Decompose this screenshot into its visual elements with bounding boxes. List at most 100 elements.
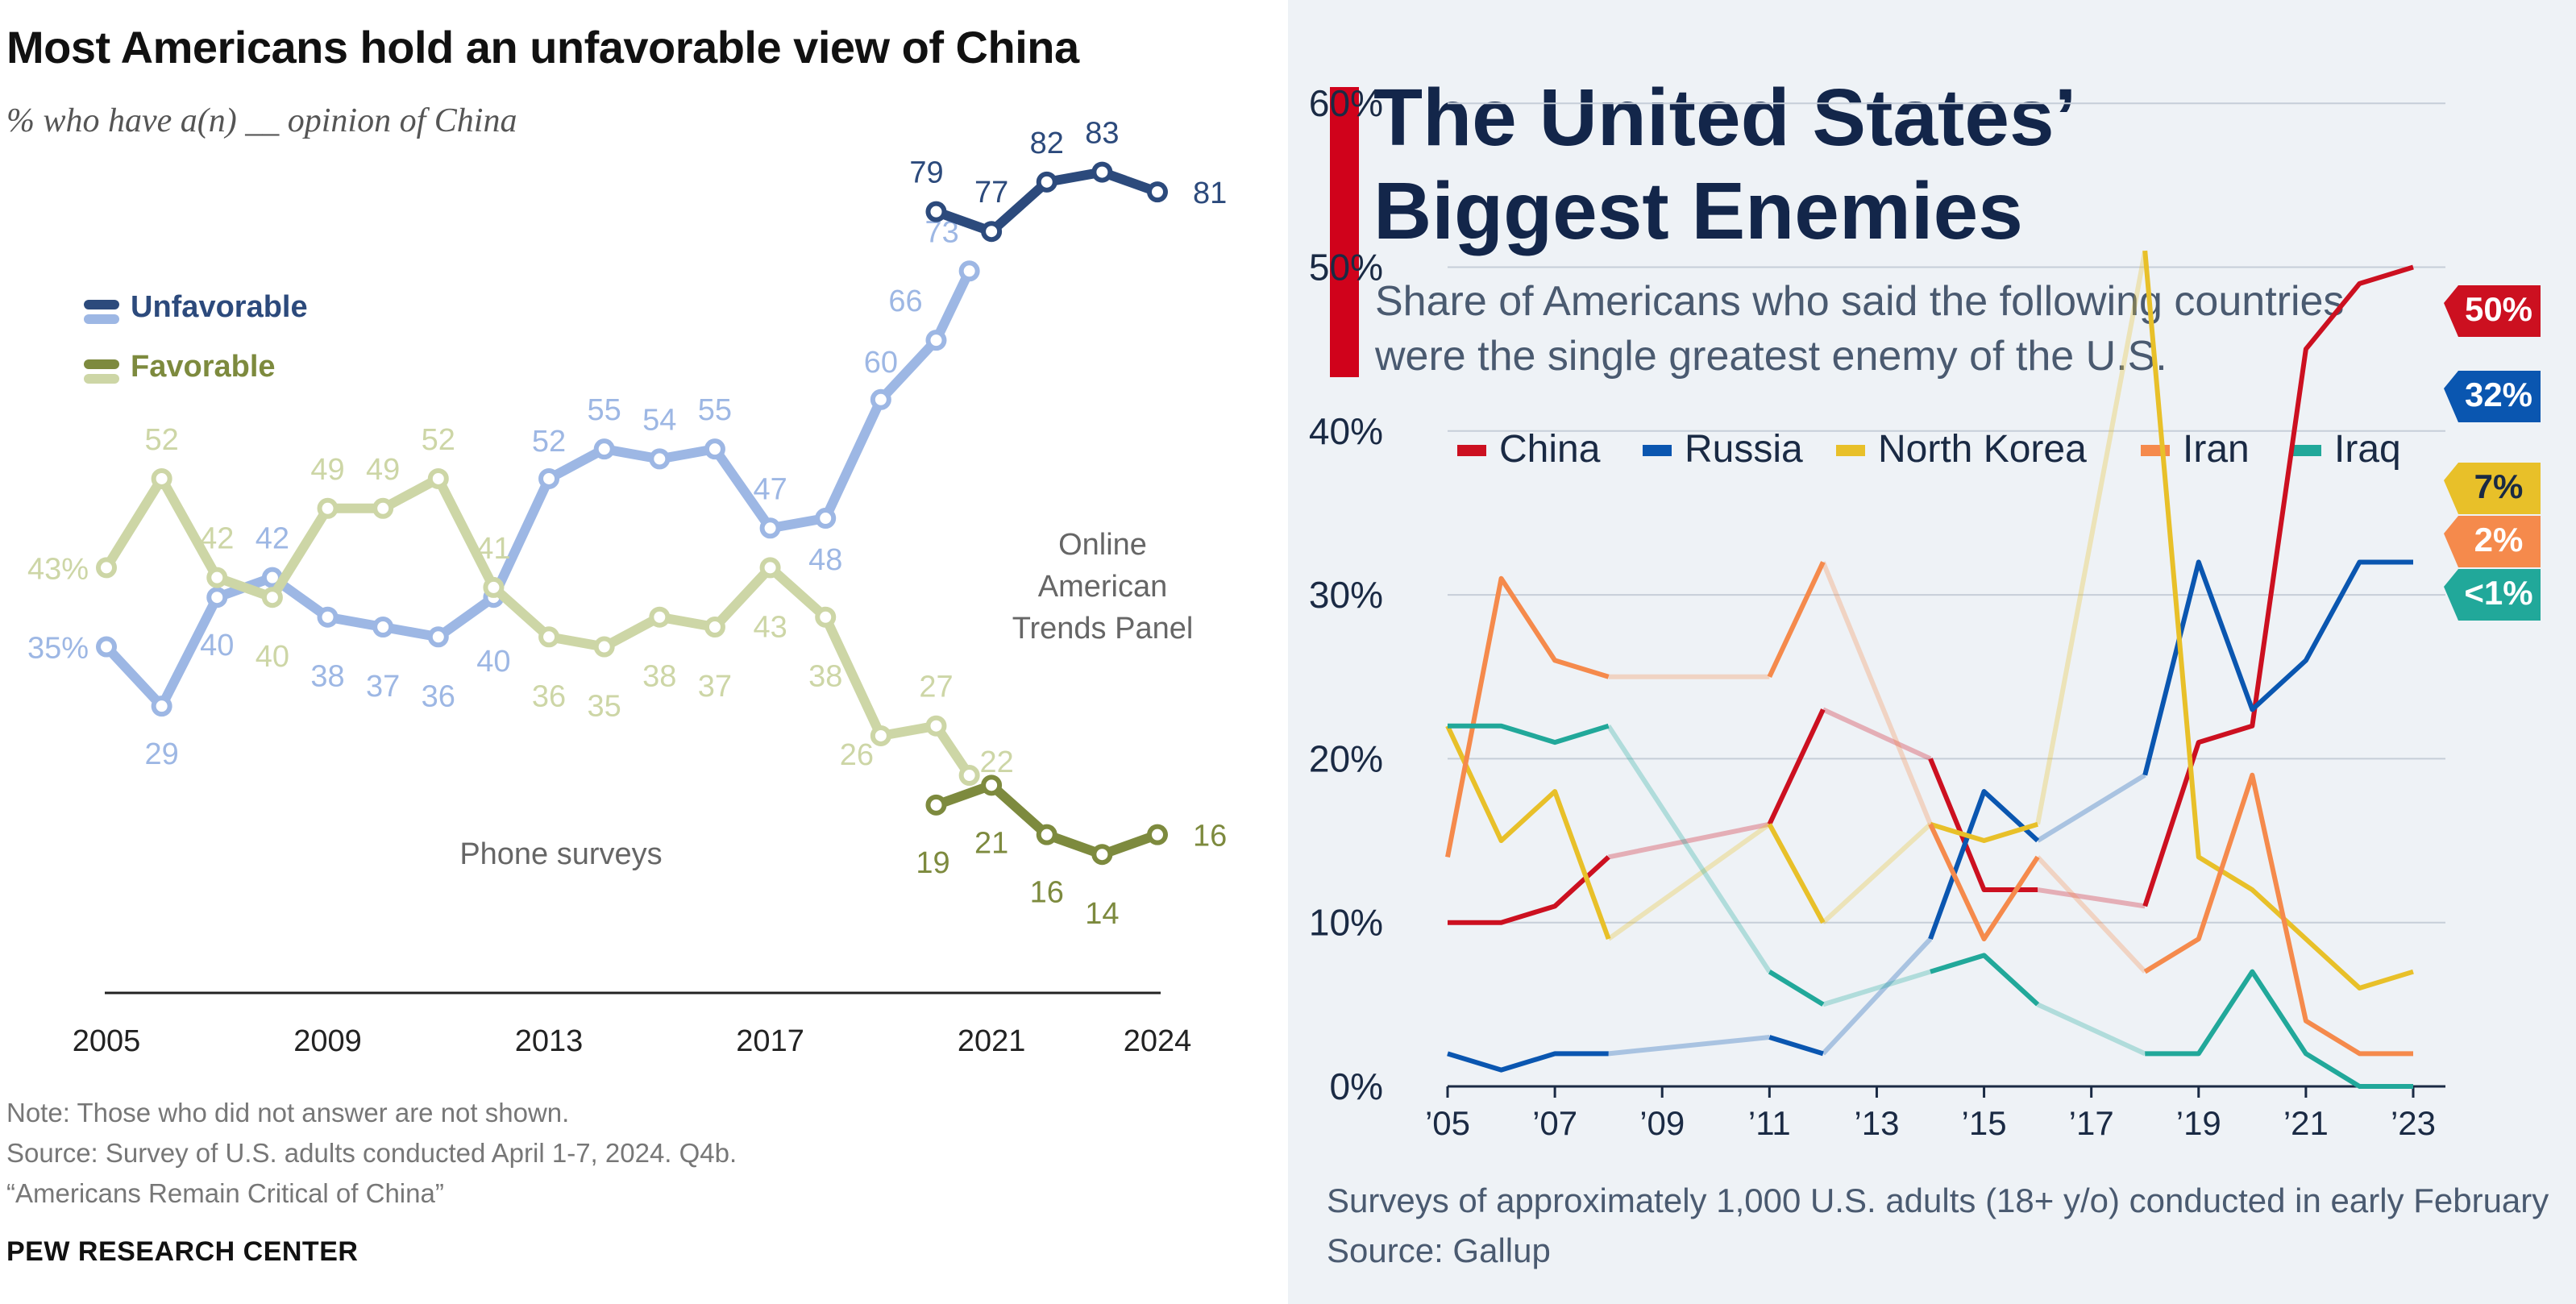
legend-iran-label: Iran xyxy=(2183,428,2250,471)
y-tick-label-0: 0% xyxy=(1330,1065,1383,1107)
y-tick-label-30: 30% xyxy=(1309,574,1383,616)
series-line-russia-0 xyxy=(1447,1051,1609,1073)
series-line-north-korea-1 xyxy=(1606,822,1772,941)
data-label-unfavorable-phone-8: 52 xyxy=(532,425,566,459)
annotation-online-1: Online xyxy=(1058,528,1147,562)
data-point-favorable-online-4 xyxy=(1147,824,1168,845)
data-label-unfavorable-phone-14: 60 xyxy=(864,346,898,380)
series-line-north-korea-0 xyxy=(1445,725,1611,941)
data-point-unfavorable-phone-0 xyxy=(96,636,117,658)
data-label-favorable-phone-12: 43 xyxy=(753,610,787,644)
left-note: Note: Those who did not answer are not s… xyxy=(6,1098,570,1128)
right-source: Source: Gallup xyxy=(1327,1231,1551,1269)
series-line-favorable-phone xyxy=(102,473,974,781)
series-line-iraq-5 xyxy=(2036,1002,2146,1057)
end-label-badge-iraq xyxy=(2444,569,2541,621)
data-point-favorable-phone-5 xyxy=(372,497,394,519)
x-tick-label-8: ’21 xyxy=(2283,1104,2329,1142)
data-label-unfavorable-phone-7: 40 xyxy=(476,645,510,679)
data-label-unfavorable-phone-9: 55 xyxy=(588,393,621,427)
data-label-favorable-phone-3: 40 xyxy=(256,640,289,674)
data-label-favorable-phone-13: 38 xyxy=(808,660,842,694)
legend-china-swatch xyxy=(1457,445,1486,456)
data-point-unfavorable-phone-5 xyxy=(372,617,394,638)
data-label-favorable-phone-11: 37 xyxy=(698,670,732,704)
data-label-unfavorable-phone-3: 42 xyxy=(256,522,289,556)
right-line-chart: 0% 10% 20% 30% 40% 50% 60% ’05 ’07 ’09 ’11 ’13 ’15 ’1… xyxy=(1309,82,2541,1142)
data-point-favorable-online-1 xyxy=(981,775,1003,796)
series-line-china-6 xyxy=(2142,264,2414,907)
data-point-favorable-phone-10 xyxy=(649,606,671,628)
data-label-favorable-online-4: 16 xyxy=(1193,820,1227,853)
end-label-badge-iran xyxy=(2444,516,2541,567)
data-label-unfavorable-phone-1: 29 xyxy=(144,737,178,771)
data-label-favorable-online-2: 16 xyxy=(1030,876,1064,910)
right-title-line1: The United States’ xyxy=(1373,73,2077,163)
y-tick-label-60: 60% xyxy=(1309,82,1383,124)
data-point-favorable-phone-16 xyxy=(958,765,980,787)
data-point-favorable-phone-7 xyxy=(483,576,505,598)
data-point-unfavorable-online-3 xyxy=(1091,161,1113,183)
series-line-north-korea-2 xyxy=(1767,823,1826,924)
x-tick-label-2013: 2013 xyxy=(515,1024,584,1058)
series-line-russia-3 xyxy=(1821,936,1933,1056)
right-footnote: Surveys of approximately 1,000 U.S. adul… xyxy=(1327,1181,2549,1219)
data-label-unfavorable-phone-13: 48 xyxy=(808,543,842,577)
data-point-favorable-phone-4 xyxy=(317,497,339,519)
series-line-iran-6 xyxy=(2143,772,2413,1057)
x-tick-label-6: ’17 xyxy=(2069,1104,2114,1142)
x-tick-label-2005: 2005 xyxy=(73,1024,141,1058)
x-tick-label-2009: 2009 xyxy=(293,1024,362,1058)
data-point-favorable-phone-1 xyxy=(151,467,172,489)
end-label-china: 50% xyxy=(2465,290,2532,328)
legend-favorable-swatch-dark xyxy=(84,359,119,369)
data-label-unfavorable-online-3: 83 xyxy=(1085,117,1119,151)
data-label-unfavorable-phone-6: 36 xyxy=(422,679,455,713)
annotation-online-3: Trends Panel xyxy=(1012,612,1194,646)
legend-russia-swatch xyxy=(1643,445,1672,456)
data-point-favorable-online-0 xyxy=(925,794,947,816)
legend-russia-label: Russia xyxy=(1685,428,1803,471)
left-chart-subtitle: % who have a(n) __ opinion of China xyxy=(6,102,517,139)
data-label-unfavorable-phone-10: 54 xyxy=(642,403,676,437)
y-tick-label-50: 50% xyxy=(1309,247,1383,289)
legend-favorable-swatch-light xyxy=(84,374,119,384)
data-point-favorable-online-3 xyxy=(1091,844,1113,866)
right-subtitle-line1: Share of Americans who said the followin… xyxy=(1375,278,2345,325)
y-tick-label-40: 40% xyxy=(1309,410,1383,452)
data-point-favorable-phone-13 xyxy=(815,606,837,628)
series-line-china-5 xyxy=(2037,887,2146,909)
x-tick-label-2024: 2024 xyxy=(1124,1024,1192,1058)
x-tick-label-0: ’05 xyxy=(1425,1104,1470,1142)
data-point-unfavorable-phone-15 xyxy=(925,330,947,351)
left-source: Source: Survey of U.S. adults conducted … xyxy=(6,1138,737,1168)
series-line-iran-5 xyxy=(2035,855,2147,974)
series-line-china-3 xyxy=(1822,707,1932,762)
y-tick-label-10: 10% xyxy=(1309,902,1383,944)
data-point-favorable-phone-2 xyxy=(206,567,228,588)
data-label-favorable-phone-5: 49 xyxy=(366,453,400,487)
right-chart-title: The United States’ Biggest Enemies xyxy=(1373,71,2341,258)
series-line-china-2 xyxy=(1767,708,1826,825)
data-point-unfavorable-phone-4 xyxy=(317,606,339,628)
data-point-unfavorable-online-0 xyxy=(925,201,947,222)
legend-favorable-label: Favorable xyxy=(131,350,276,384)
data-label-unfavorable-online-2: 82 xyxy=(1030,127,1064,160)
series-line-russia-2 xyxy=(1768,1035,1824,1057)
x-tick-label-2021: 2021 xyxy=(958,1024,1026,1058)
data-label-favorable-phone-8: 36 xyxy=(532,679,566,713)
series-line-russia-1 xyxy=(1608,1035,1770,1057)
data-point-favorable-phone-14 xyxy=(870,725,891,746)
pew-brand: PEW RESEARCH CENTER xyxy=(6,1236,359,1267)
data-label-favorable-phone-7: 41 xyxy=(476,532,510,566)
data-label-unfavorable-phone-11: 55 xyxy=(698,393,732,427)
data-point-unfavorable-phone-16 xyxy=(958,260,980,282)
x-tick-label-3: ’11 xyxy=(1748,1104,1791,1142)
data-label-favorable-phone-14: 26 xyxy=(840,738,874,772)
data-label-favorable-phone-4: 49 xyxy=(310,453,344,487)
legend-north-korea-label: North Korea xyxy=(1878,428,2087,471)
end-label-badge-russia xyxy=(2444,371,2541,422)
y-tick-label-20: 20% xyxy=(1309,737,1383,779)
series-line-iran-2 xyxy=(1767,561,1826,679)
data-point-favorable-phone-15 xyxy=(925,715,947,737)
